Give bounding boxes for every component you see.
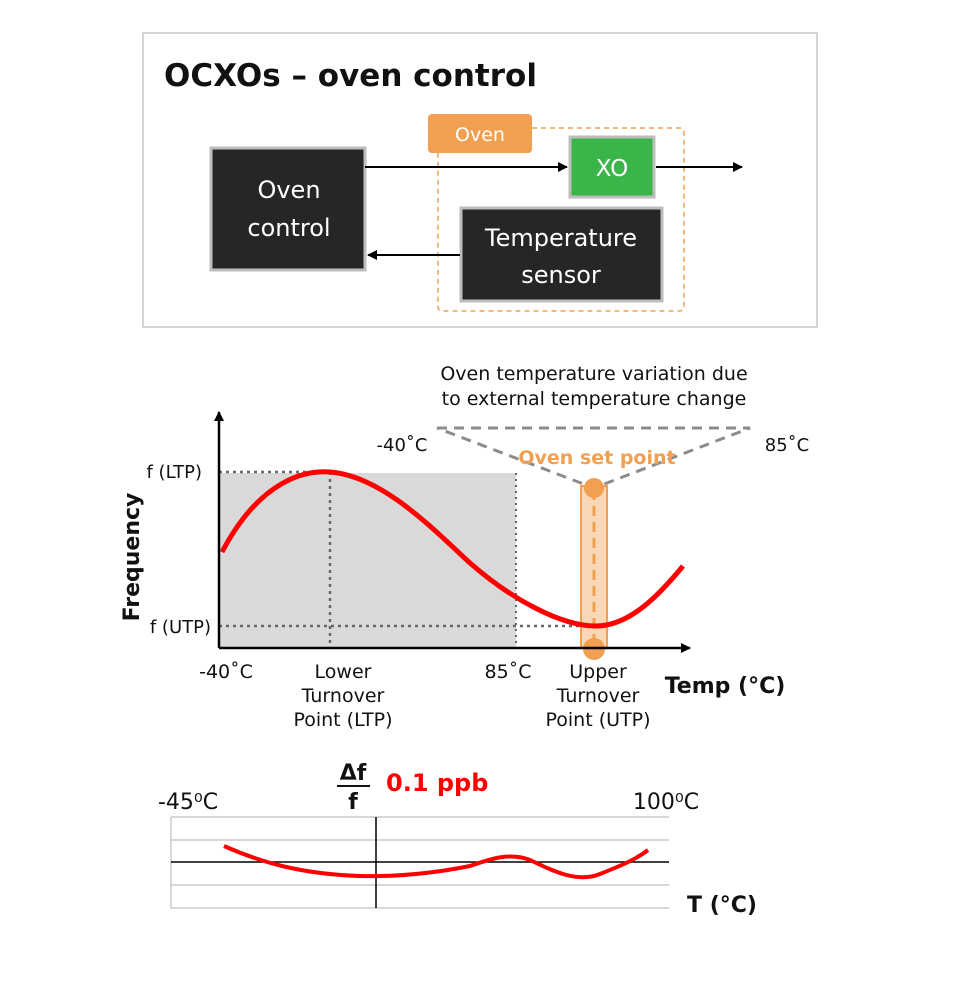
temp-sensor-line1: Temperature (484, 224, 637, 252)
variation-annotation-line1: Oven temperature variation due (440, 363, 747, 385)
oven-set-point-marker (584, 478, 604, 498)
xo-label: XO (596, 156, 628, 182)
x-tick-utp-line1: Upper (569, 661, 627, 683)
y-tick-f-utp: f (UTP) (150, 617, 211, 638)
x-tick-ltp-line3: Point (LTP) (293, 709, 392, 731)
small-x-axis-label: T (°C) (687, 893, 757, 918)
x-tick-min: -40˚C (199, 661, 253, 683)
oven-label: Oven (455, 124, 505, 146)
x-tick-ltp-line2: Turnover (301, 685, 385, 707)
x-tick-utp-line3: Point (UTP) (545, 709, 650, 731)
oven-control-line1: Oven (257, 176, 320, 204)
variation-funnel (436, 426, 751, 490)
y-axis-label: Frequency (120, 493, 145, 622)
frequency-curve (219, 469, 685, 629)
oven-control-line2: control (247, 214, 330, 242)
x-tick-max: 85˚C (485, 661, 532, 683)
stability-curve (223, 844, 650, 880)
xo-block (568, 135, 656, 199)
diagram-title: OCXOs – oven control (164, 58, 537, 94)
ext-min-label: -40˚C (377, 435, 428, 456)
temp-sensor-line2: sensor (521, 261, 601, 289)
oven-set-point-label: Oven set point (518, 447, 675, 469)
scale-label: 0.1 ppb (386, 769, 488, 797)
f-label: f (348, 790, 358, 815)
x-tick-utp-line2: Turnover (556, 685, 640, 707)
delta-f-label: Δf (340, 761, 367, 786)
x-max-label: 100⁰C (633, 790, 699, 815)
oven-boundary (437, 127, 685, 312)
variation-annotation-line2: to external temperature change (442, 388, 747, 410)
oven-control-block (209, 146, 367, 272)
x-axis-label: Temp (°C) (665, 674, 786, 699)
y-tick-f-ltp: f (LTP) (146, 462, 202, 483)
x-min-label: -45⁰C (158, 790, 218, 815)
oven-tab (428, 114, 532, 153)
x-tick-ltp-line1: Lower (315, 661, 372, 683)
temperature-sensor-block (459, 206, 664, 303)
ext-max-label: 85˚C (765, 435, 809, 456)
